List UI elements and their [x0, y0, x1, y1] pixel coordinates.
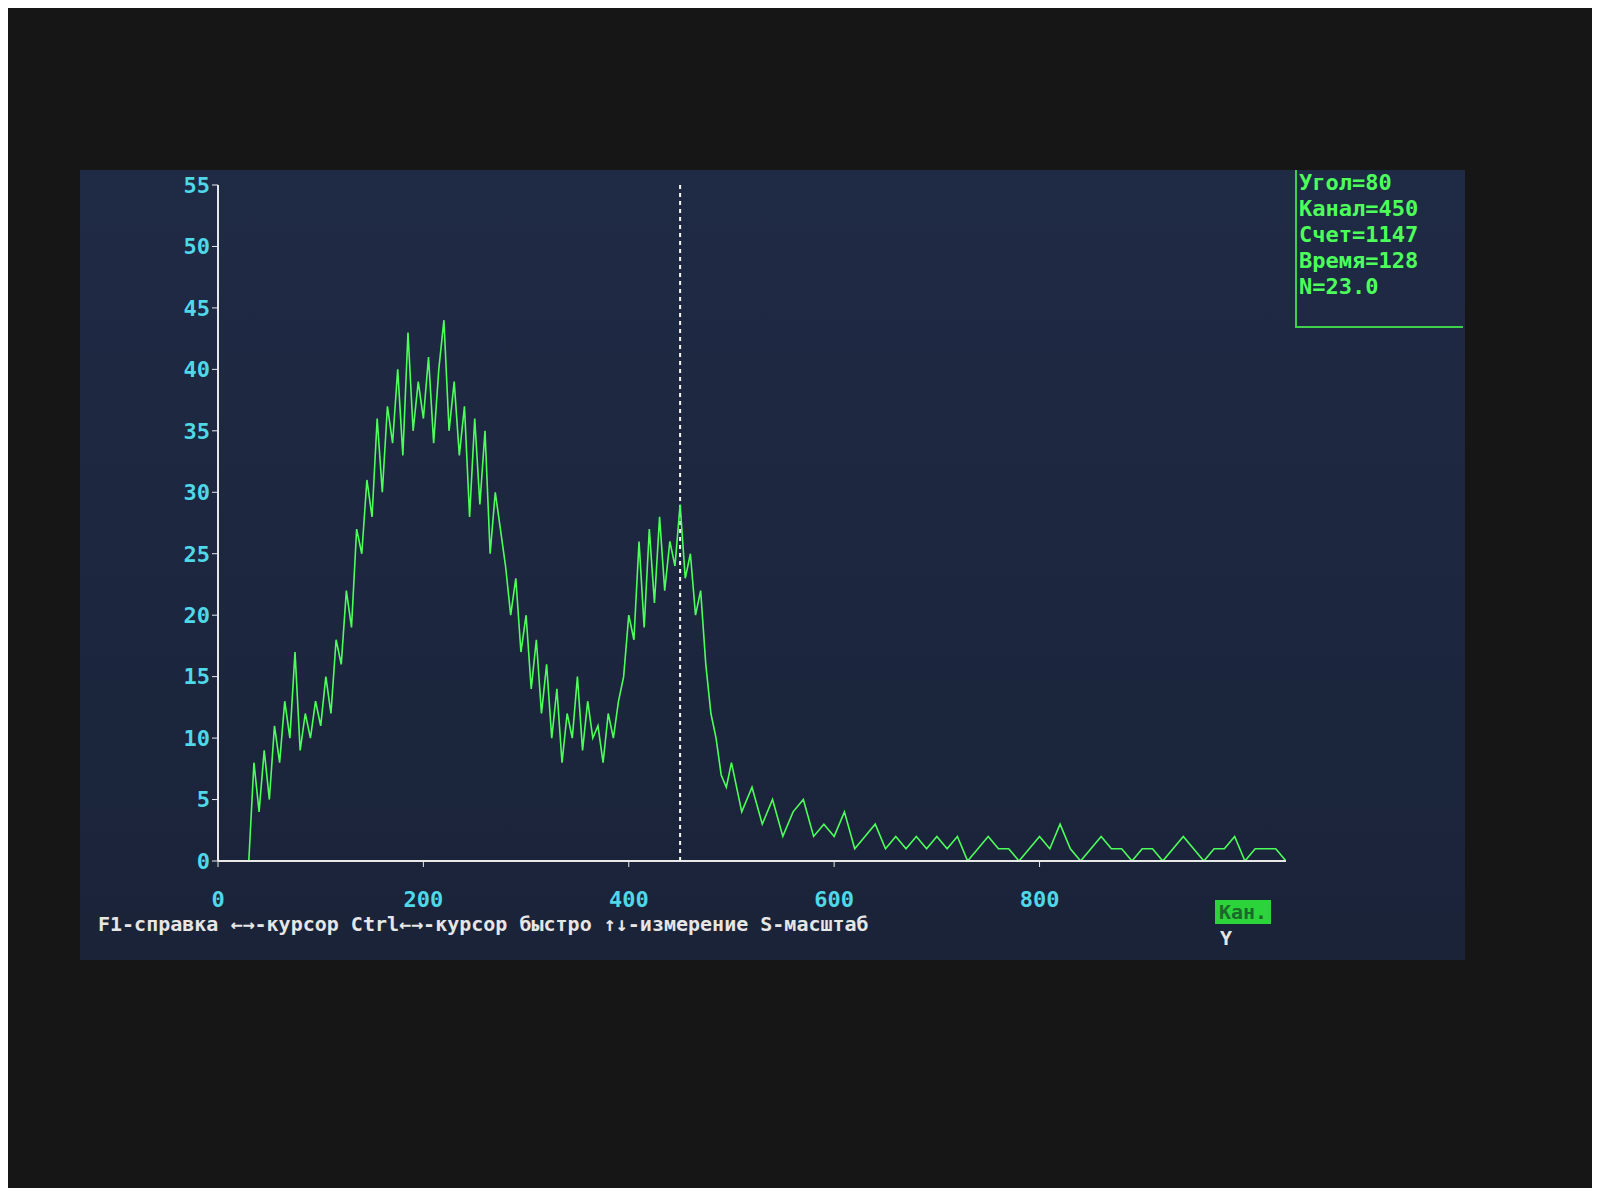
svg-text:10: 10 [184, 726, 211, 751]
svg-text:25: 25 [184, 542, 211, 567]
svg-text:5: 5 [197, 787, 210, 812]
svg-text:45: 45 [184, 296, 211, 321]
svg-text:0: 0 [197, 849, 210, 874]
svg-text:30: 30 [184, 480, 211, 505]
svg-text:15: 15 [184, 664, 211, 689]
html-text:F1-справка ←→-курсор Ctrl←→-ку: F1-справка ←→-курсор Ctrl←→-курсор быстр… [98, 912, 869, 936]
html-text:Счет=1147: Счет=1147 [1299, 222, 1419, 247]
svg-text:40: 40 [184, 357, 211, 382]
html-text:Y: Y [1220, 926, 1232, 950]
html-text:Кан.: Кан. [1219, 900, 1268, 924]
svg-text:55: 55 [184, 173, 211, 198]
svg-text:400: 400 [609, 887, 649, 912]
svg-text:50: 50 [184, 234, 211, 259]
svg-text:0: 0 [211, 887, 224, 912]
svg-text:35: 35 [184, 419, 211, 444]
svg-text:200: 200 [404, 887, 444, 912]
html-text:Канал=450: Канал=450 [1299, 196, 1419, 221]
svg-text:800: 800 [1020, 887, 1060, 912]
html-text:N=23.0: N=23.0 [1299, 274, 1379, 299]
html-text:Время=128: Время=128 [1299, 248, 1419, 273]
svg-text:600: 600 [814, 887, 854, 912]
html-text:Угол=80: Угол=80 [1299, 170, 1392, 195]
svg-text:20: 20 [184, 603, 211, 628]
